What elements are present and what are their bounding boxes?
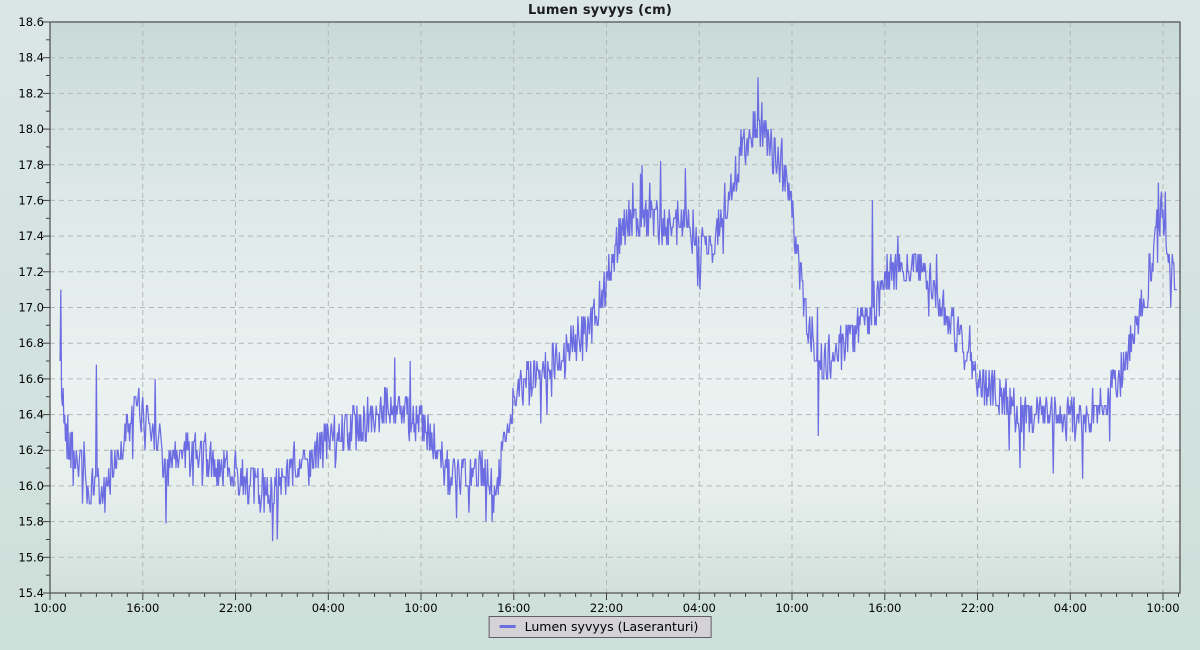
x-tick-label: 04:00: [312, 601, 345, 615]
plot-border: [49, 21, 1181, 594]
x-tick-label: 10:00: [404, 601, 437, 615]
y-tick-label: 17.8: [18, 158, 44, 172]
y-tick-label: 16.2: [18, 443, 44, 457]
y-tick-label: 16.4: [18, 408, 44, 422]
x-tick-label: 16:00: [868, 601, 901, 615]
x-tick-label: 04:00: [683, 601, 716, 615]
y-tick-label: 16.0: [18, 479, 44, 493]
y-tick-label: 18.2: [18, 86, 44, 100]
y-tick-label: 15.8: [18, 515, 44, 529]
x-tick-label: 10:00: [775, 601, 808, 615]
y-tick-label: 16.6: [18, 372, 44, 386]
y-tick-label: 16.8: [18, 336, 44, 350]
y-tick-label: 17.0: [18, 301, 44, 315]
plot-background: [50, 22, 1180, 593]
y-tick-label: 15.4: [18, 586, 44, 600]
y-tick-label: 18.4: [18, 51, 44, 65]
legend-label: Lumen syvyys (Laseranturi): [524, 619, 699, 634]
x-tick-label: 04:00: [1054, 601, 1087, 615]
x-tick-label: 16:00: [497, 601, 530, 615]
y-tick-label: 17.4: [18, 229, 44, 243]
axis-ticks: [43, 21, 1179, 600]
legend-line-swatch: [499, 625, 516, 628]
x-tick-label: 16:00: [126, 601, 159, 615]
x-tick-label: 10:00: [1146, 601, 1179, 615]
x-tick-label: 10:00: [33, 601, 66, 615]
x-tick-label: 22:00: [219, 601, 252, 615]
legend: Lumen syvyys (Laseranturi): [488, 616, 712, 638]
y-tick-label: 18.6: [18, 15, 44, 29]
chart-title: Lumen syvyys (cm): [527, 3, 673, 18]
y-tick-label: 17.2: [18, 265, 44, 279]
y-tick-label: 18.0: [18, 122, 44, 136]
y-tick-label: 17.6: [18, 193, 44, 207]
snow-depth-series-line: [59, 77, 1177, 542]
x-tick-label: 22:00: [961, 601, 994, 615]
x-tick-label: 22:00: [590, 601, 623, 615]
axis-tick-labels: 18.6 18.4 18.2 18.0 17.8 17.6 17.4 17.2 17.0 16.8…: [18, 15, 1179, 615]
y-tick-label: 15.6: [18, 550, 44, 564]
